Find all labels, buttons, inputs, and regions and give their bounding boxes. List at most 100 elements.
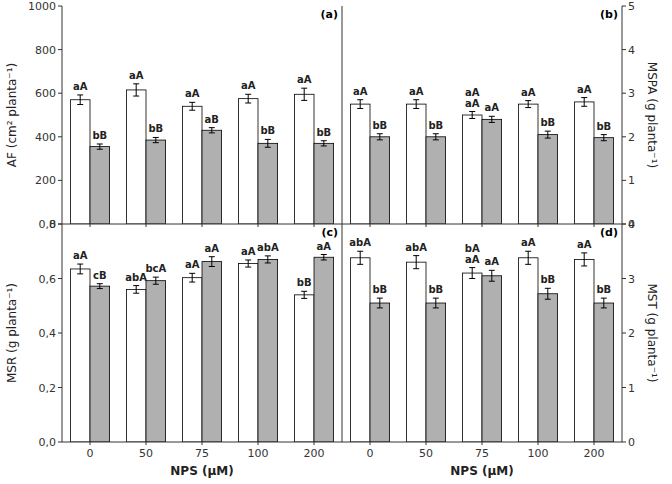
x-tick xyxy=(202,442,203,445)
error-cap xyxy=(77,104,83,105)
y2-label: MST (g planta⁻¹) xyxy=(645,283,659,382)
y-tick xyxy=(58,6,62,7)
annotation: aA xyxy=(577,239,592,250)
annotation: bB xyxy=(540,117,555,128)
error-bar xyxy=(321,141,327,146)
x-tick-label: 75 xyxy=(475,447,489,460)
y2-axis-line xyxy=(622,6,623,224)
annotations: aAaAaAaAaAaAbBbBaAbBbB xyxy=(353,84,611,132)
error-line xyxy=(584,98,585,107)
error-bar xyxy=(153,277,159,284)
error-cap xyxy=(433,133,439,134)
x-tick xyxy=(314,224,315,227)
x-tick xyxy=(146,224,147,227)
bar xyxy=(202,262,222,442)
bar xyxy=(538,135,558,224)
x-tick-label: 100 xyxy=(528,447,549,460)
error-bar xyxy=(357,100,363,109)
annotation: bB xyxy=(428,120,443,131)
x-tick xyxy=(90,224,91,227)
bar xyxy=(294,295,314,442)
error-cap xyxy=(301,100,307,101)
annotation: bB xyxy=(596,284,611,295)
annotation-line: aA xyxy=(577,239,592,250)
bar xyxy=(574,259,594,442)
panel-label: (b) xyxy=(600,8,618,21)
error-cap xyxy=(377,139,383,140)
error-bar xyxy=(245,94,251,103)
annotation-line: aA xyxy=(465,98,480,109)
error-cap xyxy=(153,284,159,285)
x-tick xyxy=(426,224,427,227)
annotation: abA xyxy=(405,242,427,253)
bar xyxy=(594,303,614,442)
annotation-line: bB xyxy=(372,120,387,131)
panel: aAaAaAaAaAbBbBaBbBbB02004006008001000AF … xyxy=(5,0,342,231)
y-tick xyxy=(622,442,626,443)
annotation-line: abA xyxy=(349,237,371,248)
annotation-line: aA xyxy=(521,87,536,98)
error-bar xyxy=(153,137,159,142)
annotation: aA xyxy=(485,102,500,113)
x-tick xyxy=(370,442,371,445)
annotation-line: aA xyxy=(409,86,424,97)
error-cap xyxy=(545,131,551,132)
bar xyxy=(426,137,446,224)
annotation: aA xyxy=(205,243,220,254)
annotation: aA xyxy=(241,80,256,91)
error-bar xyxy=(265,256,271,263)
bar xyxy=(146,281,166,442)
y-tick xyxy=(58,387,62,388)
x-label: NPS (μM) xyxy=(170,464,233,478)
annotation-line: aA xyxy=(205,243,220,254)
x-tick xyxy=(258,224,259,227)
annotation-line: aB xyxy=(205,114,219,125)
y-tick-label: 0 xyxy=(628,218,635,231)
error-line xyxy=(584,253,585,266)
error-bar xyxy=(469,112,475,119)
bar xyxy=(426,303,446,442)
annotation: bB xyxy=(372,120,387,131)
bar xyxy=(482,119,502,224)
annotation-line: bB xyxy=(428,284,443,295)
error-cap xyxy=(525,251,531,252)
error-cap xyxy=(545,299,551,300)
annotation-line: aA xyxy=(485,256,500,267)
error-cap xyxy=(265,147,271,148)
x-tick xyxy=(594,442,595,445)
error-bar xyxy=(265,139,271,147)
bar xyxy=(350,104,370,224)
bar xyxy=(70,100,90,224)
y-label: MSR (g planta⁻¹) xyxy=(5,283,19,383)
annotation-line: aA xyxy=(353,86,368,97)
annotation-line: bB xyxy=(428,120,443,131)
error-bar xyxy=(377,134,383,140)
panel-label: (a) xyxy=(321,8,338,21)
x-tick xyxy=(146,442,147,445)
y-axis-line xyxy=(62,6,63,224)
y-tick-label: 800 xyxy=(35,44,56,57)
annotation: aAaA xyxy=(465,87,480,109)
error-cap xyxy=(301,291,307,292)
y-tick xyxy=(58,136,62,137)
annotation-line: bB xyxy=(596,121,611,132)
x-tick xyxy=(426,442,427,445)
error-bar xyxy=(209,128,215,133)
annotations: abAabAbAaAaAaAbBbBaAbBbB xyxy=(349,237,611,295)
annotation-line: cB xyxy=(93,270,107,281)
bar xyxy=(314,143,334,224)
annotation: aA xyxy=(409,86,424,97)
error-bar xyxy=(209,257,215,267)
error-bar xyxy=(581,98,587,107)
error-cap xyxy=(189,282,195,283)
x-tick xyxy=(594,224,595,227)
annotation-line: aA xyxy=(317,241,332,252)
y-axis-line xyxy=(342,6,343,224)
error-cap xyxy=(321,140,327,141)
bar xyxy=(182,106,202,224)
x-tick xyxy=(370,224,371,227)
annotation-line: aA xyxy=(241,80,256,91)
error-bar xyxy=(413,256,419,269)
x-tick xyxy=(258,442,259,445)
error-line xyxy=(603,298,604,308)
